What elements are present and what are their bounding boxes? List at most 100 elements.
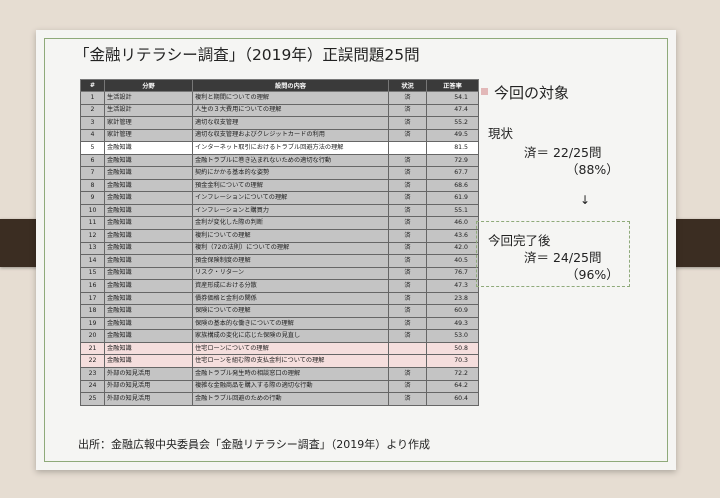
cell-status: 済 [388,241,427,256]
cell-number: 16 [80,279,105,293]
cell-content: 複利（72の法則）についての理解 [192,241,389,256]
cell-content: 複利についての理解 [192,229,389,243]
slide-border [44,38,668,462]
survey-table: # 分野 設問の内容 状況 正答率 1 生活設計 複利と期間についての理解済 54.1… [80,79,479,406]
cell-rate: 68.6 [426,178,479,193]
table-row: 10 金融知識 インフレーションと購買力済 55.1 [80,203,479,218]
cell-field: 金融知識 [104,166,193,180]
goal-box [476,221,630,287]
cell-field: 金融知識 [104,354,193,369]
cell-rate: 72.9 [426,153,479,168]
cell-rate: 72.2 [426,367,479,381]
cell-content: 資産形成における分散 [192,279,389,293]
cell-content: インターネット取引におけるトラブル回避方法の理解 [192,141,389,155]
cell-status: 済 [388,392,427,406]
table-row: 3 家計管理 適切な収支管理済 55.2 [80,116,479,130]
cell-number: 6 [80,153,105,168]
table-row: 21 金融知識 住宅ローンについての理解 50.8 [80,341,479,356]
target-heading: 今回の対象 [481,82,569,103]
cell-number: 12 [80,229,105,243]
table-row: 18 金融知識 保険についての理解済 60.9 [80,304,479,318]
cell-content: 保険の基本的な働きについての理解 [192,316,389,331]
cell-rate: 42.0 [426,241,479,256]
cell-content: 金融トラブル発生時の相談窓口の理解 [192,367,389,381]
cell-status: 済 [388,266,427,281]
cell-status: 済 [388,178,427,193]
table-header-row: # 分野 設問の内容 状況 正答率 [80,79,479,92]
table-row: 8 金融知識 預金金利についての理解済 68.6 [80,178,479,193]
cell-field: 金融知識 [104,279,193,293]
down-arrow-icon: ↓ [580,193,591,207]
cell-rate: 60.9 [426,304,479,318]
cell-number: 5 [80,141,105,155]
cell-number: 9 [80,191,105,205]
cell-status: 済 [388,116,427,130]
cell-rate: 47.3 [426,279,479,293]
cell-number: 14 [80,254,105,268]
cell-number: 7 [80,166,105,180]
cell-rate: 49.3 [426,316,479,331]
cell-content: 金融トラブル回避のための行動 [192,392,389,406]
cell-number: 25 [80,392,105,406]
cell-number: 10 [80,203,105,218]
cell-rate: 40.5 [426,254,479,268]
cell-content: 適切な収支管理およびクレジットカードの利用 [192,128,389,143]
table-row: 22 金融知識 住宅ローンを組む際の支払金利についての理解 70.3 [80,354,479,369]
cell-content: 人生の３大費用についての理解 [192,103,389,118]
cell-number: 20 [80,329,105,343]
cell-field: 生活設計 [104,103,193,118]
cell-number: 13 [80,241,105,256]
cell-content: 家族構成の変化に応じた保険の見直し [192,329,389,343]
cell-rate: 64.2 [426,379,479,394]
cell-field: 金融知識 [104,241,193,256]
cell-content: 金利が変化した際の判断 [192,216,389,230]
cell-field: 生活設計 [104,91,193,105]
cell-rate: 81.5 [426,141,479,155]
cell-content: 保険についての理解 [192,304,389,318]
cell-content: 複雑な金融商品を購入する際の適切な行動 [192,379,389,394]
cell-number: 23 [80,367,105,381]
cell-field: 金融知識 [104,304,193,318]
cell-rate: 55.1 [426,203,479,218]
goal-value: 済＝ 24/25問 [524,250,602,265]
table-row: 9 金融知識 インフレーションについての理解済 61.9 [80,191,479,205]
cell-status: 済 [388,304,427,318]
cell-number: 24 [80,379,105,394]
cell-field: 金融知識 [104,266,193,281]
cell-rate: 46.0 [426,216,479,230]
cell-field: 金融知識 [104,203,193,218]
cell-status: 済 [388,166,427,180]
cell-field: 外部の知見活用 [104,392,193,406]
cell-field: 金融知識 [104,141,193,155]
source-note: 出所：金融広報中央委員会「金融リテラシー調査」（2019年）より作成 [78,438,431,451]
cell-status: 済 [388,191,427,205]
table-row: 20 金融知識 家族構成の変化に応じた保険の見直し済 53.0 [80,329,479,343]
table-body: 1 生活設計 複利と期間についての理解済 54.1 2 生活設計 人生の３大費用についての理… [80,91,479,406]
cell-content: 預金金利についての理解 [192,178,389,193]
cell-number: 18 [80,304,105,318]
table-row: 13 金融知識 複利（72の法則）についての理解済 42.0 [80,241,479,256]
cell-status: 済 [388,316,427,331]
cell-field: 外部の知見活用 [104,379,193,394]
cell-status: 済 [388,229,427,243]
table-row: 24 外部の知見活用 複雑な金融商品を購入する際の適切な行動済 64.2 [80,379,479,394]
cell-rate: 55.2 [426,116,479,130]
cell-content: リスク・リターン [192,266,389,281]
cell-status: 済 [388,279,427,293]
cell-rate: 67.7 [426,166,479,180]
cell-field: 外部の知見活用 [104,367,193,381]
cell-content: 金融トラブルに巻き込まれないための適切な行動 [192,153,389,168]
cell-field: 金融知識 [104,341,193,356]
cell-status: 済 [388,329,427,343]
current-percent: （88%） [566,162,619,177]
cell-rate: 53.0 [426,329,479,343]
cell-status: 済 [388,379,427,394]
cell-number: 8 [80,178,105,193]
cell-number: 19 [80,316,105,331]
cell-status [388,354,427,369]
cell-rate: 47.4 [426,103,479,118]
cell-number: 11 [80,216,105,230]
header-field: 分野 [104,79,193,92]
cell-number: 22 [80,354,105,369]
cell-content: 契約にかかる基本的な姿勢 [192,166,389,180]
